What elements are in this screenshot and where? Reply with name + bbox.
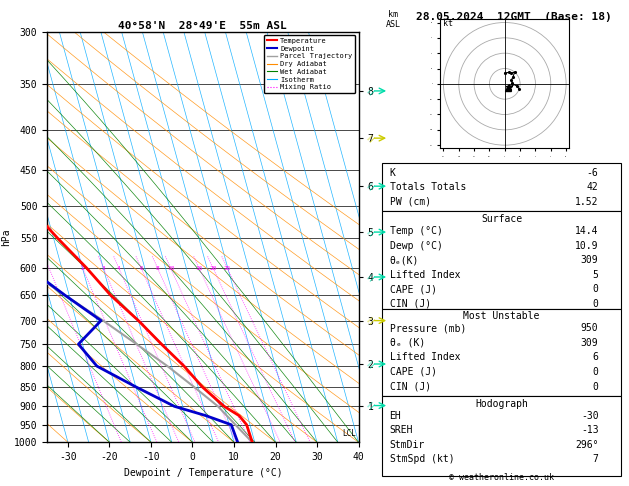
Text: 309: 309 xyxy=(581,338,598,348)
Text: kt: kt xyxy=(443,18,454,28)
Text: © weatheronline.co.uk: © weatheronline.co.uk xyxy=(449,473,554,482)
Text: -30: -30 xyxy=(581,411,598,421)
Text: 296°: 296° xyxy=(575,440,598,450)
Text: Most Unstable: Most Unstable xyxy=(464,311,540,321)
Text: 28.05.2024  12GMT  (Base: 18): 28.05.2024 12GMT (Base: 18) xyxy=(416,12,612,22)
Title: 40°58'N  28°49'E  55m ASL: 40°58'N 28°49'E 55m ASL xyxy=(118,21,287,31)
Text: 7: 7 xyxy=(593,454,598,465)
Text: ||: || xyxy=(365,134,376,145)
Text: km
ASL: km ASL xyxy=(386,10,401,29)
Text: 6: 6 xyxy=(593,352,598,363)
Text: θₑ(K): θₑ(K) xyxy=(389,255,419,265)
Text: Lifted Index: Lifted Index xyxy=(389,352,460,363)
Text: Lifted Index: Lifted Index xyxy=(389,270,460,280)
Text: 14.4: 14.4 xyxy=(575,226,598,236)
Text: LCL: LCL xyxy=(343,429,357,438)
Y-axis label: hPa: hPa xyxy=(1,228,11,246)
Text: 25: 25 xyxy=(223,265,231,271)
Text: PW (cm): PW (cm) xyxy=(389,197,431,207)
Text: CAPE (J): CAPE (J) xyxy=(389,367,437,377)
Text: Dewp (°C): Dewp (°C) xyxy=(389,241,442,251)
Text: Temp (°C): Temp (°C) xyxy=(389,226,442,236)
Text: θₑ (K): θₑ (K) xyxy=(389,338,425,348)
Text: 20: 20 xyxy=(209,265,217,271)
Text: 8: 8 xyxy=(155,265,159,271)
Text: 0: 0 xyxy=(593,284,598,295)
Text: ||: || xyxy=(365,87,376,98)
Text: ||: || xyxy=(365,360,376,371)
Text: 309: 309 xyxy=(581,255,598,265)
Text: ||: || xyxy=(365,401,376,413)
Text: 0: 0 xyxy=(593,367,598,377)
Text: 3: 3 xyxy=(102,265,105,271)
Text: 0: 0 xyxy=(593,382,598,392)
Text: SREH: SREH xyxy=(389,425,413,435)
Text: 0: 0 xyxy=(593,299,598,309)
Text: K: K xyxy=(389,168,396,178)
Bar xyxy=(382,211,621,309)
Legend: Temperature, Dewpoint, Parcel Trajectory, Dry Adiabat, Wet Adiabat, Isotherm, Mi: Temperature, Dewpoint, Parcel Trajectory… xyxy=(264,35,355,93)
Text: StmDir: StmDir xyxy=(389,440,425,450)
Text: CAPE (J): CAPE (J) xyxy=(389,284,437,295)
Text: Mixing Ratio (g/kg): Mixing Ratio (g/kg) xyxy=(394,239,404,334)
Text: ||: || xyxy=(365,182,376,193)
Text: Hodograph: Hodograph xyxy=(475,399,528,409)
Text: -13: -13 xyxy=(581,425,598,435)
Text: ||: || xyxy=(365,316,376,328)
Text: 42: 42 xyxy=(587,182,598,192)
Text: 10: 10 xyxy=(167,265,174,271)
Text: 16: 16 xyxy=(196,265,203,271)
Text: ||: || xyxy=(365,273,376,284)
Text: -6: -6 xyxy=(587,168,598,178)
X-axis label: Dewpoint / Temperature (°C): Dewpoint / Temperature (°C) xyxy=(123,468,282,478)
Text: Totals Totals: Totals Totals xyxy=(389,182,466,192)
Text: 4: 4 xyxy=(117,265,121,271)
Text: EH: EH xyxy=(389,411,401,421)
Text: 5: 5 xyxy=(593,270,598,280)
Text: CIN (J): CIN (J) xyxy=(389,299,431,309)
Text: StmSpd (kt): StmSpd (kt) xyxy=(389,454,454,465)
Bar xyxy=(382,396,621,476)
Text: 2: 2 xyxy=(81,265,84,271)
Bar xyxy=(382,163,621,211)
Text: 6: 6 xyxy=(139,265,143,271)
Text: Pressure (mb): Pressure (mb) xyxy=(389,323,466,333)
Text: CIN (J): CIN (J) xyxy=(389,382,431,392)
Text: Surface: Surface xyxy=(481,214,522,224)
Text: 1.52: 1.52 xyxy=(575,197,598,207)
Text: ||: || xyxy=(365,228,376,239)
Bar xyxy=(382,309,621,396)
Text: 10.9: 10.9 xyxy=(575,241,598,251)
Text: 950: 950 xyxy=(581,323,598,333)
